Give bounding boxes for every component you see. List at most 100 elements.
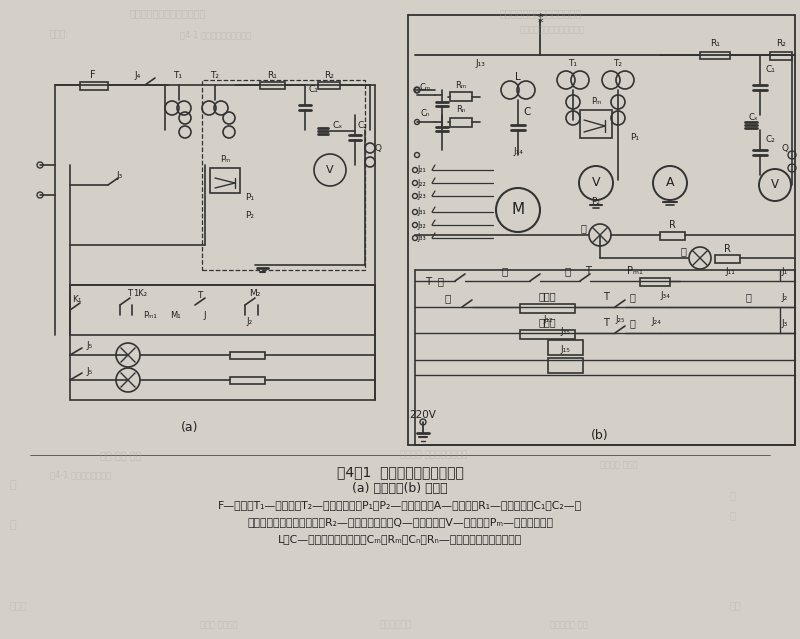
Text: C: C bbox=[523, 107, 530, 117]
Text: V: V bbox=[592, 176, 600, 190]
Bar bbox=[548, 358, 583, 373]
Text: C₂: C₂ bbox=[765, 135, 775, 144]
Text: L、C—滤波用电感、电容；Cₘ、Rₘ、Cₙ、Rₙ—过电压保护用电容、电阻: L、C—滤波用电感、电容；Cₘ、Rₘ、Cₙ、Rₙ—过电压保护用电容、电阻 bbox=[278, 534, 522, 544]
Text: J₂₁: J₂₁ bbox=[418, 166, 426, 174]
Text: J₁₅: J₁₅ bbox=[560, 346, 570, 355]
Text: J₃₄: J₃₄ bbox=[660, 291, 670, 300]
Bar bbox=[520, 330, 575, 339]
Text: 不: 不 bbox=[730, 490, 736, 500]
Text: M: M bbox=[511, 203, 525, 217]
Text: 不敵朝鮮！日本混雙爆冷出局: 不敵朝鮮！日本混雙爆冷出局 bbox=[130, 8, 206, 18]
Text: 百家号: 百家号 bbox=[10, 600, 28, 610]
Text: 分: 分 bbox=[502, 266, 508, 276]
Text: 合: 合 bbox=[565, 266, 571, 276]
Text: J₂₂: J₂₂ bbox=[418, 178, 426, 187]
Text: J₄: J₄ bbox=[135, 70, 141, 79]
Text: 百家号:: 百家号: bbox=[50, 30, 69, 39]
Text: K₁: K₁ bbox=[72, 295, 82, 305]
Text: 绿: 绿 bbox=[580, 223, 586, 233]
Text: J₅: J₅ bbox=[87, 341, 93, 350]
Text: 升毕断: 升毕断 bbox=[538, 291, 556, 301]
Text: 升: 升 bbox=[745, 292, 751, 302]
Text: J₂: J₂ bbox=[247, 318, 253, 327]
Bar bbox=[80, 82, 108, 90]
Text: T: T bbox=[603, 292, 609, 302]
Text: T₂: T₂ bbox=[210, 72, 219, 81]
Text: T: T bbox=[603, 318, 609, 328]
Text: J₂₄: J₂₄ bbox=[651, 318, 661, 327]
Text: R₂: R₂ bbox=[776, 40, 786, 49]
Bar bbox=[318, 82, 340, 89]
Text: P₁: P₁ bbox=[246, 194, 254, 203]
Text: 容分压器高、低压臂电容；R₂—球隙保护电阻；Q—保护球隙；V—电压表；Pₘ—过流继电器；: 容分压器高、低压臂电容；R₂—球隙保护电阻；Q—保护球隙；V—电压表；Pₘ—过流… bbox=[247, 517, 553, 527]
Text: F—熔丝；T₁—调压器；T₂—试验变压器；P₁、P₂—测量线圈；A—电流表；R₁—保护电阻；C₁、C₂—电: F—熔丝；T₁—调压器；T₂—试验变压器；P₁、P₂—测量线圈；A—电流表；R₁… bbox=[218, 500, 582, 510]
Text: (b): (b) bbox=[591, 429, 609, 442]
Text: Pₘ: Pₘ bbox=[220, 155, 230, 164]
Text: 出局: 出局 bbox=[730, 600, 742, 610]
Text: R₁: R₁ bbox=[710, 40, 720, 49]
Bar bbox=[202, 80, 365, 270]
Text: J₁₁: J₁₁ bbox=[725, 266, 735, 275]
Text: 停: 停 bbox=[445, 293, 451, 303]
Text: (a) 手动式；(b) 电动式: (a) 手动式；(b) 电动式 bbox=[352, 482, 448, 495]
Bar bbox=[260, 82, 285, 89]
Text: 图: 图 bbox=[10, 480, 17, 490]
Text: 降: 降 bbox=[629, 318, 635, 328]
Text: Rₘ: Rₘ bbox=[455, 81, 466, 89]
Bar bbox=[230, 352, 265, 359]
Text: T: T bbox=[585, 266, 591, 276]
Text: 不敌朝鲜 日本混双爆冷出局: 不敌朝鲜 日本混双爆冷出局 bbox=[400, 450, 467, 459]
Text: ⁑: ⁑ bbox=[537, 15, 543, 25]
Text: C₂: C₂ bbox=[357, 121, 367, 130]
Text: J₃₂: J₃₂ bbox=[418, 220, 426, 229]
Text: J₁₂: J₁₂ bbox=[543, 316, 553, 325]
Text: Pₘ₁: Pₘ₁ bbox=[627, 266, 643, 276]
Bar bbox=[770, 52, 792, 60]
Text: J₁₄: J₁₄ bbox=[513, 148, 523, 157]
Bar bbox=[660, 232, 685, 240]
Bar bbox=[230, 377, 265, 384]
Bar bbox=[70, 285, 375, 400]
Text: J: J bbox=[204, 311, 206, 320]
Bar bbox=[520, 304, 575, 313]
Text: J₃: J₃ bbox=[782, 318, 788, 328]
Text: 图4-1 交流耐压试验接线: 图4-1 交流耐压试验接线 bbox=[50, 470, 111, 479]
Bar bbox=[715, 255, 740, 263]
Bar bbox=[450, 118, 472, 127]
Text: J₂: J₂ bbox=[782, 293, 788, 302]
Text: Cₓ: Cₓ bbox=[333, 121, 343, 130]
Text: P₂: P₂ bbox=[246, 210, 254, 220]
Text: J₁₃: J₁₃ bbox=[475, 59, 485, 68]
Text: V: V bbox=[771, 178, 779, 192]
Text: J₅: J₅ bbox=[87, 367, 93, 376]
Text: Rₙ: Rₙ bbox=[456, 105, 466, 114]
Text: R: R bbox=[669, 220, 675, 230]
Text: T₁: T₁ bbox=[174, 72, 182, 81]
Text: 教材 专用 资料: 教材 专用 资料 bbox=[100, 450, 142, 460]
Bar bbox=[210, 168, 240, 193]
Text: P₁: P₁ bbox=[630, 134, 639, 142]
Text: (a): (a) bbox=[182, 422, 198, 435]
Text: 升: 升 bbox=[629, 292, 635, 302]
Text: P₂: P₂ bbox=[591, 197, 601, 206]
Text: 百家号 内部资料: 百家号 内部资料 bbox=[200, 620, 238, 629]
Text: V: V bbox=[326, 165, 334, 175]
Text: Cₘ: Cₘ bbox=[419, 82, 430, 91]
Text: T₂: T₂ bbox=[614, 59, 622, 68]
Text: F: F bbox=[90, 70, 96, 80]
Bar bbox=[548, 340, 583, 355]
Text: M₂: M₂ bbox=[250, 289, 261, 298]
Text: T: T bbox=[198, 291, 202, 300]
Text: M₁: M₁ bbox=[170, 311, 180, 320]
Text: T: T bbox=[127, 289, 133, 298]
Text: L: L bbox=[515, 72, 521, 82]
Text: T₁: T₁ bbox=[569, 59, 578, 68]
Text: Cₓ: Cₓ bbox=[748, 114, 758, 123]
Text: J₃₅: J₃₅ bbox=[560, 328, 570, 337]
Text: C₁: C₁ bbox=[765, 66, 775, 75]
Text: Q: Q bbox=[782, 144, 789, 153]
Text: 图4－1  交流耐压试验接线详图: 图4－1 交流耐压试验接线详图 bbox=[337, 465, 463, 479]
Text: A: A bbox=[666, 176, 674, 190]
Text: Pₘ: Pₘ bbox=[591, 96, 601, 105]
Text: 试验接线 变压器: 试验接线 变压器 bbox=[600, 460, 638, 469]
